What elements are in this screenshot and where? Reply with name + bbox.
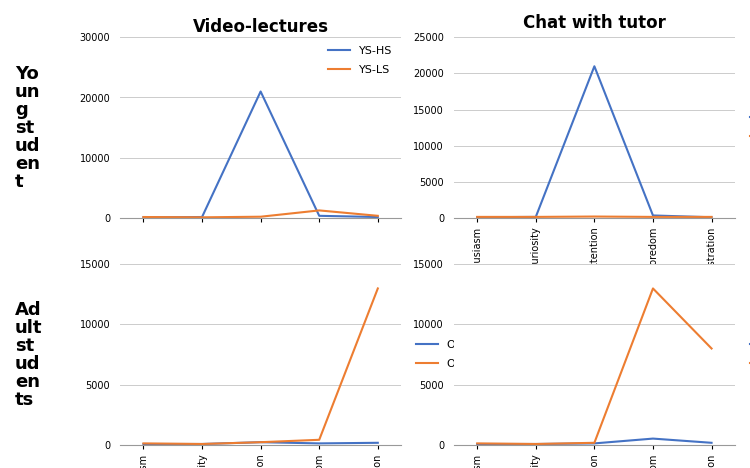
Title: Video-lectures: Video-lectures	[193, 18, 328, 36]
YS-HS	[649, 212, 658, 218]
OS-HS	[590, 440, 598, 446]
Legend: OS-HS, OS-LS: OS-HS, OS-LS	[746, 337, 750, 372]
YS-HS	[197, 214, 206, 220]
OS-HS	[256, 439, 266, 445]
OS-LS	[531, 441, 540, 447]
YS-LS	[590, 214, 598, 219]
Text: Yo
un
g
st
ud
en
t: Yo un g st ud en t	[15, 65, 40, 190]
OS-LS	[315, 437, 324, 443]
YS-LS	[197, 214, 206, 220]
YS-LS	[374, 213, 382, 219]
YS-HS	[707, 214, 716, 220]
OS-HS	[197, 441, 206, 447]
OS-LS	[256, 439, 266, 445]
OS-HS	[374, 440, 382, 446]
OS-LS	[590, 440, 598, 446]
OS-LS	[472, 440, 482, 446]
Line: OS-LS: OS-LS	[477, 288, 712, 444]
YS-LS	[707, 214, 716, 219]
Line: YS-HS: YS-HS	[477, 66, 712, 217]
Legend: YS-HS, YS-LS: YS-HS, YS-LS	[746, 110, 750, 145]
Line: OS-HS: OS-HS	[477, 439, 712, 444]
YS-HS	[472, 214, 482, 220]
Legend: OS-HS, OS-LS: OS-HS, OS-LS	[413, 337, 485, 372]
Line: OS-HS: OS-HS	[143, 442, 378, 444]
Line: YS-LS: YS-LS	[143, 211, 378, 217]
OS-HS	[139, 441, 148, 447]
YS-HS	[139, 214, 148, 220]
OS-HS	[649, 436, 658, 441]
YS-LS	[649, 214, 658, 219]
OS-LS	[374, 285, 382, 291]
YS-HS	[256, 89, 266, 95]
YS-LS	[531, 214, 540, 219]
YS-LS	[256, 214, 266, 219]
OS-LS	[707, 346, 716, 351]
OS-HS	[531, 441, 540, 447]
YS-LS	[472, 214, 482, 219]
OS-HS	[472, 441, 482, 447]
YS-HS	[315, 213, 324, 219]
Legend: YS-HS, YS-LS: YS-HS, YS-LS	[325, 43, 396, 79]
OS-HS	[707, 440, 716, 446]
Text: Ad
ult
st
ud
en
ts: Ad ult st ud en ts	[15, 300, 43, 409]
YS-HS	[531, 214, 540, 219]
YS-LS	[139, 214, 148, 220]
YS-HS	[374, 214, 382, 220]
YS-HS	[590, 64, 598, 69]
Line: OS-LS: OS-LS	[143, 288, 378, 444]
OS-LS	[649, 285, 658, 291]
Line: YS-HS: YS-HS	[143, 92, 378, 217]
OS-LS	[139, 440, 148, 446]
OS-HS	[315, 440, 324, 446]
OS-LS	[197, 441, 206, 447]
YS-LS	[315, 208, 324, 213]
Text: Chat with tutor: Chat with tutor	[523, 14, 666, 32]
